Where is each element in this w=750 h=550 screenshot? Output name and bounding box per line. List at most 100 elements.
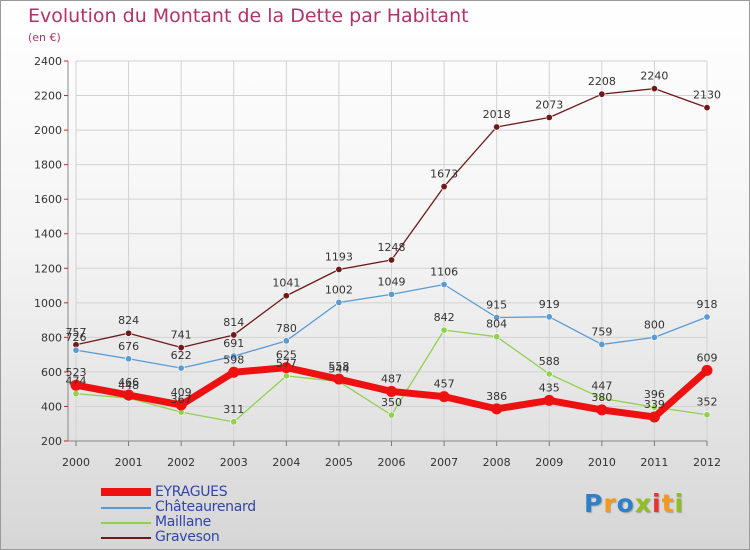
x-tick-label: 2007 xyxy=(430,456,458,469)
data-label-ch-teaurenard: 780 xyxy=(276,322,297,335)
data-point-eyragues xyxy=(491,403,503,415)
data-point-ch-teaurenard xyxy=(230,352,238,360)
data-label-graveson: 1248 xyxy=(378,241,406,254)
data-label-ch-teaurenard: 726 xyxy=(66,331,87,344)
chart-subtitle: (en €) xyxy=(28,31,61,44)
data-point-graveson xyxy=(387,256,395,264)
data-point-maillane xyxy=(72,390,80,398)
data-point-ch-teaurenard xyxy=(440,281,448,289)
data-point-maillane xyxy=(440,326,448,334)
data-point-eyragues xyxy=(438,391,450,403)
data-label-ch-teaurenard: 759 xyxy=(591,325,612,338)
legend-swatch xyxy=(101,537,151,539)
data-label-graveson: 2240 xyxy=(640,70,668,83)
brand-letter: r xyxy=(603,489,617,518)
y-tick-label: 1600 xyxy=(34,193,62,206)
x-tick-label: 2002 xyxy=(167,456,195,469)
data-label-maillane: 577 xyxy=(276,357,297,370)
chart-title: Evolution du Montant de la Dette par Hab… xyxy=(28,5,469,27)
y-tick-label: 2400 xyxy=(34,55,62,68)
data-label-graveson: 814 xyxy=(223,316,244,329)
data-point-maillane xyxy=(650,403,658,411)
data-point-graveson xyxy=(440,183,448,191)
data-label-eyragues: 409 xyxy=(171,386,192,399)
data-point-eyragues xyxy=(70,379,82,391)
data-label-eyragues: 609 xyxy=(697,351,718,364)
data-label-maillane: 350 xyxy=(381,396,402,409)
data-label-maillane: 804 xyxy=(486,318,507,331)
data-point-ch-teaurenard xyxy=(177,364,185,372)
data-point-eyragues xyxy=(123,389,135,401)
x-tick-label: 2010 xyxy=(588,456,616,469)
data-label-ch-teaurenard: 691 xyxy=(223,337,244,350)
data-label-eyragues: 380 xyxy=(591,391,612,404)
data-label-graveson: 2018 xyxy=(483,108,511,121)
brand-letter: i xyxy=(674,489,685,518)
data-label-graveson: 741 xyxy=(171,329,192,342)
data-label-graveson: 2208 xyxy=(588,75,616,88)
data-point-eyragues xyxy=(333,373,345,385)
legend-label: EYRAGUES xyxy=(155,484,228,500)
brand-logo: Proxiti xyxy=(584,489,684,518)
data-point-graveson xyxy=(703,104,711,112)
data-label-eyragues: 435 xyxy=(539,381,560,394)
x-tick-label: 2006 xyxy=(378,456,406,469)
brand-letter: o xyxy=(616,489,635,518)
data-point-ch-teaurenard xyxy=(387,290,395,298)
data-point-graveson xyxy=(545,113,553,121)
data-label-maillane: 447 xyxy=(591,379,612,392)
x-tick-label: 2000 xyxy=(62,456,90,469)
data-label-graveson: 2130 xyxy=(693,89,721,102)
brand-letter: x xyxy=(634,489,652,518)
data-point-eyragues xyxy=(701,364,713,376)
data-point-ch-teaurenard xyxy=(282,337,290,345)
data-label-maillane: 842 xyxy=(434,311,455,324)
data-label-eyragues: 523 xyxy=(66,366,87,379)
data-label-graveson: 1673 xyxy=(430,168,458,181)
data-label-ch-teaurenard: 919 xyxy=(539,298,560,311)
y-tick-label: 2000 xyxy=(34,124,62,137)
x-tick-label: 2009 xyxy=(535,456,563,469)
data-point-eyragues xyxy=(543,394,555,406)
x-tick-label: 2005 xyxy=(325,456,353,469)
brand-letter: P xyxy=(584,489,604,518)
data-label-graveson: 757 xyxy=(66,326,87,339)
data-label-graveson: 824 xyxy=(118,314,139,327)
data-label-ch-teaurenard: 622 xyxy=(171,349,192,362)
data-label-graveson: 1041 xyxy=(272,277,300,290)
legend-label: Graveson xyxy=(155,529,220,545)
data-label-maillane: 367 xyxy=(171,393,192,406)
data-point-ch-teaurenard xyxy=(650,333,658,341)
data-point-maillane xyxy=(387,411,395,419)
data-label-maillane: 474 xyxy=(66,375,87,388)
data-point-graveson xyxy=(230,331,238,339)
y-tick-label: 1000 xyxy=(34,297,62,310)
data-point-maillane xyxy=(598,394,606,402)
brand-letter: i xyxy=(652,489,662,518)
x-tick-label: 2012 xyxy=(693,456,721,469)
data-point-maillane xyxy=(703,411,711,419)
data-point-ch-teaurenard xyxy=(493,313,501,321)
data-point-graveson xyxy=(493,123,501,131)
data-label-eyragues: 487 xyxy=(381,372,402,385)
x-tick-label: 2004 xyxy=(272,456,300,469)
data-point-graveson xyxy=(282,292,290,300)
data-point-graveson xyxy=(177,344,185,352)
y-tick-label: 1800 xyxy=(34,159,62,172)
data-label-graveson: 2073 xyxy=(535,98,563,111)
x-tick-label: 2003 xyxy=(220,456,248,469)
y-tick-label: 2200 xyxy=(34,90,62,103)
brand-letter: t xyxy=(661,489,675,518)
data-point-graveson xyxy=(650,85,658,93)
y-tick-label: 200 xyxy=(41,435,62,448)
data-point-graveson xyxy=(125,329,133,337)
data-point-maillane xyxy=(493,333,501,341)
data-point-eyragues xyxy=(175,399,187,411)
legend-swatch xyxy=(101,507,151,509)
data-label-ch-teaurenard: 1002 xyxy=(325,283,353,296)
y-tick-label: 400 xyxy=(41,400,62,413)
data-label-eyragues: 625 xyxy=(276,349,297,362)
data-point-ch-teaurenard xyxy=(703,313,711,321)
